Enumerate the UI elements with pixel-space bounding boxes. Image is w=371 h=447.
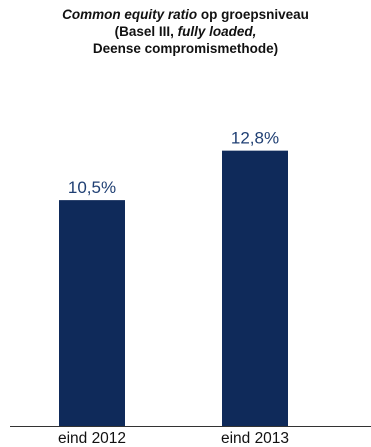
value-label-1: 12,8% xyxy=(231,129,279,148)
x-tick-labels-layer: eind 2012 eind 2013 xyxy=(58,430,289,447)
chart-title-line-1: Common equity ratio op groepsniveau xyxy=(0,6,371,23)
chart-title-line-3: Deense compromismethode) xyxy=(92,41,279,56)
value-labels-layer: 10,5% 12,8% xyxy=(68,129,279,197)
chart-title: Common equity ratio op groepsniveau (Bas… xyxy=(0,6,371,57)
chart-title-rest-1: op groepsniveau xyxy=(197,7,309,22)
x-tick-label-1: eind 2013 xyxy=(221,430,289,447)
value-label-0: 10,5% xyxy=(68,178,116,197)
bar-0 xyxy=(59,200,125,426)
chart-title-italic-2: fully loaded, xyxy=(177,24,257,39)
chart-title-italic-1: Common equity ratio xyxy=(62,7,198,22)
chart-title-line-2: (Basel III, fully loaded, xyxy=(0,23,371,40)
chart-title-start-2: (Basel III, xyxy=(114,24,178,39)
bar-1 xyxy=(222,150,288,426)
x-tick-label-0: eind 2012 xyxy=(58,430,126,447)
bars-layer xyxy=(59,150,288,426)
